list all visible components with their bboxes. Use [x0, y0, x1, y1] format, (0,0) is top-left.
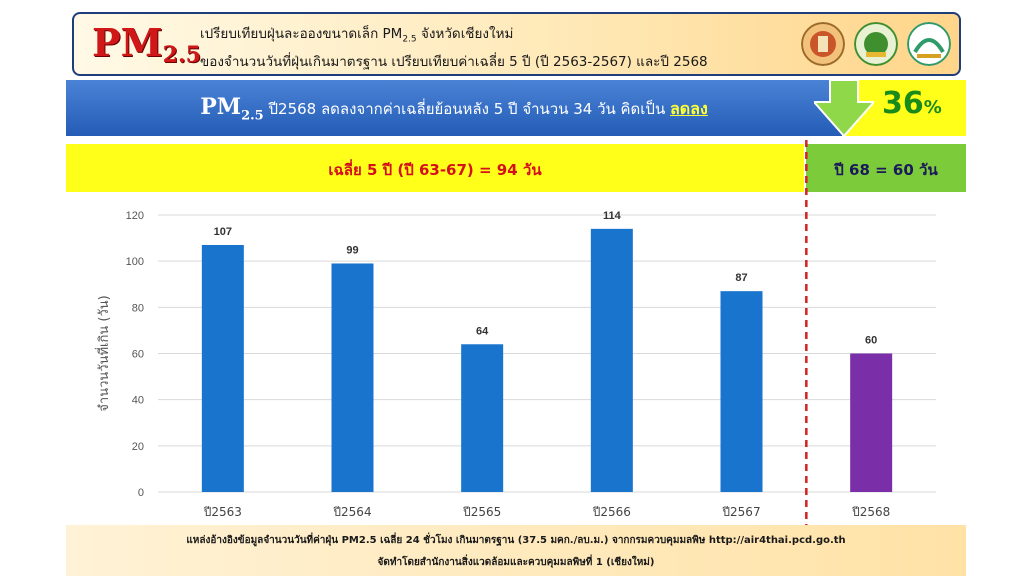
pollution-control-logo-icon — [907, 22, 951, 66]
summary-text: PM2.5 ปี2568 ลดลงจากค่าเฉลี่ยย้อนหลัง 5 … — [200, 94, 708, 124]
x-tick-label: ปี2563 — [203, 505, 242, 519]
year68-band: ปี 68 = 60 วัน — [806, 144, 966, 192]
bar-2 — [331, 263, 374, 492]
percent-value: 36% — [882, 86, 942, 121]
summary-banner: PM2.5 ปี2568 ลดลงจากค่าเฉลี่ยย้อนหลัง 5 … — [66, 80, 842, 136]
bar-5 — [720, 291, 763, 492]
bar-3 — [461, 344, 504, 492]
year68-label: ปี 68 = 60 วัน — [834, 161, 938, 179]
x-tick-label: ปี2564 — [333, 505, 372, 519]
y-tick-label: 20 — [132, 441, 144, 453]
average-label: เฉลี่ย 5 ปี (ปี 63-67) = 94 วัน — [328, 161, 542, 179]
page-title-line2: ของจำนวนวันที่ฝุ่นเกินมาตรฐาน เปรียบเทีย… — [200, 54, 708, 70]
y-tick-label: 100 — [126, 256, 144, 268]
data-label: 114 — [603, 210, 622, 222]
source-note: แหล่งอ้างอิงข้อมูลจำนวนวันที่ค่าฝุ่น PM2… — [186, 535, 846, 546]
y-axis-label: จำนวนวันที่เกิน (วัน) — [95, 295, 112, 411]
bar-6 — [850, 353, 893, 492]
page-title-line1: เปรียบเทียบฝุ่นละอองขนาดเล็ก PM2.5 จังหว… — [200, 26, 514, 45]
y-tick-label: 0 — [138, 487, 144, 499]
percent-box: 36% — [842, 80, 966, 136]
average-band: เฉลี่ย 5 ปี (ปี 63-67) = 94 วัน — [66, 144, 804, 192]
data-label: 64 — [476, 325, 489, 337]
header-panel: PM2.5 เปรียบเทียบฝุ่นละอองขนาดเล็ก PM2.5… — [72, 12, 961, 76]
credit-note: จัดทำโดยสำนักงานสิ่งแวดล้อมและควบคุมมลพิ… — [377, 557, 655, 568]
down-arrow-icon — [814, 80, 874, 138]
x-tick-label: ปี2565 — [463, 505, 502, 519]
ministry-seal-icon — [854, 22, 898, 66]
data-label: 99 — [346, 244, 358, 256]
y-tick-label: 60 — [132, 349, 144, 361]
data-label: 87 — [735, 272, 747, 284]
pm25-logo: PM2.5 — [92, 20, 201, 68]
data-label: 107 — [214, 226, 232, 238]
x-tick-label: ปี2568 — [852, 505, 891, 519]
decrease-label: ลดลง — [669, 99, 708, 118]
y-tick-label: 40 — [132, 395, 144, 407]
footer-panel: แหล่งอ้างอิงข้อมูลจำนวนวันที่ค่าฝุ่น PM2… — [66, 525, 966, 576]
x-tick-label: ปี2567 — [722, 505, 761, 519]
data-label: 60 — [865, 335, 877, 347]
y-tick-label: 120 — [126, 210, 144, 222]
bar-4 — [590, 228, 633, 492]
provincial-seal-icon — [801, 22, 845, 66]
y-tick-label: 80 — [132, 302, 144, 314]
x-tick-label: ปี2566 — [592, 505, 631, 519]
bar-1 — [201, 245, 244, 492]
